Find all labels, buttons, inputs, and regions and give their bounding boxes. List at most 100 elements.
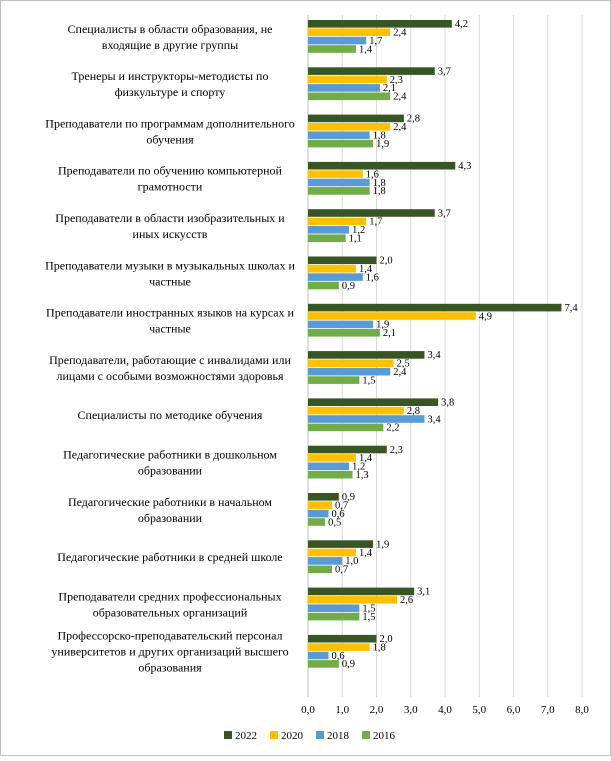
category-label: образовательных организаций [93,605,248,619]
bar-2022 [308,67,435,75]
category-label: частные [149,274,191,288]
data-label-2020: 1,4 [359,548,373,559]
legend-label-2018: 2018 [327,730,350,742]
category-label: частные [149,322,191,336]
bar-2018 [308,604,360,612]
data-label-2018: 1,8 [373,131,386,142]
bar-2020 [308,596,398,604]
data-label-2020: 2,5 [397,359,410,370]
category-label: Преподаватели по программам дополнительн… [45,116,294,130]
data-label-2020: 1,4 [359,264,373,275]
data-label-2018: 0,6 [332,651,345,662]
data-label-2022: 3,4 [427,350,441,361]
bar-2020 [308,170,363,178]
x-tick-label: 2,0 [370,704,384,716]
data-label-2020: 2,3 [390,75,403,86]
category-label: Специалисты по методике обучения [78,408,263,422]
data-label-2020: 2,4 [393,122,407,133]
data-label-2022: 3,7 [438,66,451,77]
data-label-2018: 0,6 [332,509,345,520]
data-label-2018: 1,7 [369,36,382,47]
bar-2016 [308,187,370,195]
category-label: Педагогические работники в дошкольном [63,448,277,462]
data-label-2020: 1,4 [359,453,373,464]
data-label-2020: 1,8 [373,642,386,653]
category-label: Профессорско-преподавательский персонал [58,629,283,643]
category-label: Преподаватели, работающие с инвалидами и… [49,353,291,367]
bar-2020 [308,264,356,273]
category-label: Преподаватели средних профессиональных [58,589,281,603]
data-label-2022: 7,4 [564,303,578,314]
bar-2018 [308,226,350,234]
data-label-2016: 2,2 [386,423,399,434]
bar-2022 [308,587,415,596]
bar-2018 [308,367,391,376]
legend-swatch-2016 [362,731,370,739]
data-label-2020: 1,7 [369,217,382,228]
bar-2016 [308,281,339,290]
bar-2016 [308,565,332,574]
data-label-2016: 2,1 [383,328,396,339]
bar-2018 [308,462,350,471]
bar-2020 [308,75,387,84]
data-label-2018: 1,0 [345,556,358,567]
category-label: Преподаватели в области изобразительных … [55,211,285,225]
legend-swatch-2020 [270,731,278,739]
category-label: иных искусств [133,227,208,241]
bar-2018 [308,131,370,139]
bar-2022 [308,634,377,643]
data-label-2018: 1,6 [366,272,379,283]
category-label: лицами с особыми возможностями здоровья [56,369,283,383]
data-label-2022: 3,1 [417,587,430,598]
bar-2016 [308,45,356,53]
bar-2022 [308,256,377,265]
bar-2016 [308,612,360,621]
data-label-2016: 1,4 [359,44,373,55]
bar-2016 [308,518,326,526]
data-label-2016: 0,7 [335,565,348,576]
data-label-2018: 1,8 [373,178,386,189]
bar-2020 [308,123,391,131]
data-label-2016: 1,5 [362,375,375,386]
bar-2022 [308,114,404,123]
data-label-2016: 0,9 [342,281,355,292]
data-label-2022: 4,2 [455,19,468,30]
bar-2022 [308,209,435,217]
data-label-2016: 1,8 [373,186,386,197]
bar-2018 [308,557,343,565]
bar-2018 [308,509,329,518]
data-label-2020: 4,9 [479,311,492,322]
category-label: образовании [138,511,203,525]
bar-2016 [308,92,391,101]
bar-2022 [308,540,374,548]
bar-2022 [308,351,425,359]
category-label: образования [138,661,202,675]
data-label-2020: 2,8 [407,406,420,417]
data-label-2022: 0,9 [342,492,355,503]
category-label: Педагогические работники в средней школе [57,550,282,564]
bar-2016 [308,660,339,668]
data-label-2022: 2,0 [380,634,393,645]
bar-2018 [308,651,329,660]
legend-label-2016: 2016 [373,730,396,742]
data-label-2018: 2,4 [393,367,407,378]
category-label: грамотности [138,180,203,194]
x-tick-label: 5,0 [472,704,486,716]
legend-label-2022: 2022 [235,730,257,742]
bar-2016 [308,329,380,337]
data-label-2022: 2,8 [407,114,420,125]
data-label-2016: 0,5 [328,517,341,528]
bar-2020 [308,312,476,320]
category-label: университетов и других организаций высше… [51,645,288,659]
category-label: Преподаватели иностранных языков на курс… [46,306,295,320]
legend-swatch-2018 [316,731,324,739]
data-label-2022: 3,7 [438,208,451,219]
category-label: Специалисты в области образования, не [68,22,273,36]
x-tick-label: 4,0 [438,704,452,716]
x-tick-label: 1,0 [335,704,349,716]
bar-2020 [308,501,332,509]
bar-2020 [308,406,404,415]
data-label-2018: 2,1 [383,83,396,94]
data-label-2022: 4,3 [458,161,471,172]
